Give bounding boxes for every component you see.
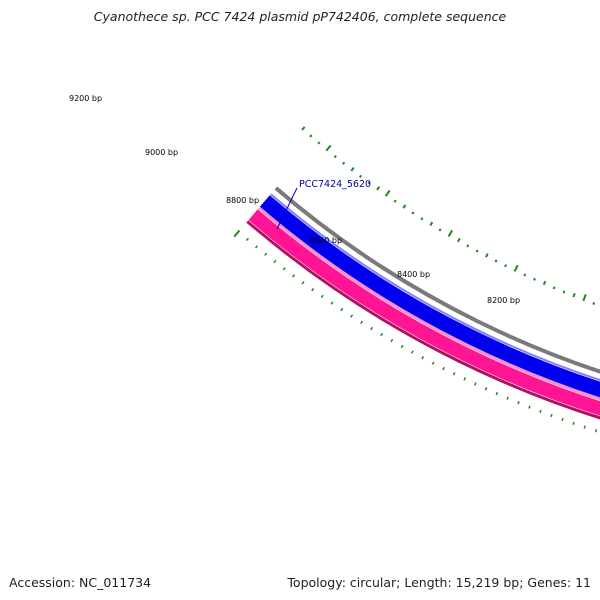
gene-band xyxy=(248,209,600,416)
minor-tick xyxy=(561,417,564,422)
gene-leader-line xyxy=(276,187,298,230)
gc-mark xyxy=(552,286,556,290)
gc-mark xyxy=(384,189,391,197)
sequence-rings xyxy=(246,186,600,420)
gc-mark xyxy=(333,154,337,159)
minor-tick xyxy=(495,391,499,396)
gc-mark xyxy=(402,204,407,209)
gc-mark xyxy=(582,293,587,302)
accession-label: Accession: NC_011734 xyxy=(9,575,152,590)
minor-tick xyxy=(370,326,374,331)
minor-tick xyxy=(273,259,277,264)
minor-tick xyxy=(390,338,394,343)
minor-tick xyxy=(484,387,488,391)
gene-band-edge xyxy=(258,206,600,401)
minor-tick xyxy=(254,245,259,249)
minor-tick xyxy=(245,237,249,241)
minor-tick xyxy=(340,307,344,312)
minor-tick xyxy=(400,344,404,349)
gc-mark xyxy=(592,301,596,305)
minor-tick xyxy=(282,267,286,271)
minor-tick xyxy=(311,288,315,292)
gc-mark xyxy=(447,229,453,237)
gc-mark xyxy=(325,144,332,152)
gene-label-pcc7424-5620[interactable]: PCC7424_5620 xyxy=(299,179,371,190)
inner-ring xyxy=(274,186,600,374)
cds-band-edge xyxy=(270,193,600,382)
tick-label-8200: 8200 bp xyxy=(487,296,520,305)
gc-mark xyxy=(309,134,313,138)
gc-mark xyxy=(562,290,566,294)
minor-tick xyxy=(264,252,268,256)
minor-tick xyxy=(421,356,425,360)
minor-tick xyxy=(442,366,445,371)
gc-mark xyxy=(411,211,415,215)
gc-mark xyxy=(376,186,381,191)
gc-mark xyxy=(429,221,434,227)
gc-mark xyxy=(523,273,527,277)
outer-border-ring xyxy=(246,220,600,420)
minor-tick xyxy=(320,294,324,299)
gc-mark xyxy=(358,174,363,178)
gc-mark xyxy=(533,277,536,281)
tick-label-8800: 8800 bp xyxy=(226,196,259,205)
map-title: Cyanothece sp. PCC 7424 plasmid pP742406… xyxy=(93,9,507,24)
minor-tick xyxy=(380,332,384,337)
gc-mark xyxy=(317,141,321,145)
minor-tick xyxy=(431,361,435,365)
minor-tick xyxy=(583,425,586,429)
cds-band xyxy=(259,195,600,398)
gc-mark xyxy=(367,181,371,185)
gc-mark xyxy=(572,292,576,298)
gc-mark xyxy=(504,264,508,268)
minor-tick xyxy=(539,409,542,414)
gc-mark xyxy=(456,237,461,243)
gc-mark xyxy=(466,244,470,248)
tick-label-8400: 8400 bp xyxy=(397,270,430,279)
gc-mark xyxy=(513,264,519,272)
minor-tick xyxy=(350,314,354,318)
gc-mark xyxy=(420,217,424,221)
scale-labels: 9200 bp 9000 bp 8800 bp 8600 bp 8400 bp … xyxy=(69,94,520,305)
scale-ticks xyxy=(233,229,598,433)
gc-mark xyxy=(342,161,346,165)
minor-tick xyxy=(572,421,575,426)
minor-tick xyxy=(506,396,509,400)
minor-tick xyxy=(301,281,305,285)
minor-tick xyxy=(463,377,467,381)
minor-tick xyxy=(550,413,553,418)
minor-tick xyxy=(594,429,598,433)
summary-label: Topology: circular; Length: 15,219 bp; G… xyxy=(287,575,591,590)
gc-mark xyxy=(438,228,442,232)
gc-mark xyxy=(494,259,498,263)
minor-tick xyxy=(330,301,334,305)
tick-label-9200: 9200 bp xyxy=(69,94,102,103)
tick-label-9000: 9000 bp xyxy=(145,148,178,157)
gc-mark xyxy=(485,253,489,258)
inner-gc-marks xyxy=(301,126,596,305)
gc-mark xyxy=(350,167,355,172)
minor-tick xyxy=(410,350,414,354)
minor-tick xyxy=(292,274,296,278)
gc-mark xyxy=(393,199,397,203)
gc-mark xyxy=(301,126,306,131)
minor-tick xyxy=(517,401,520,405)
major-tick xyxy=(233,229,241,238)
gc-mark xyxy=(542,280,547,286)
tick-label-8600: 8600 bp xyxy=(309,236,342,245)
gc-mark xyxy=(475,249,479,253)
minor-tick xyxy=(452,372,456,376)
minor-tick xyxy=(360,320,364,324)
minor-tick xyxy=(528,405,531,409)
minor-tick xyxy=(474,382,477,386)
